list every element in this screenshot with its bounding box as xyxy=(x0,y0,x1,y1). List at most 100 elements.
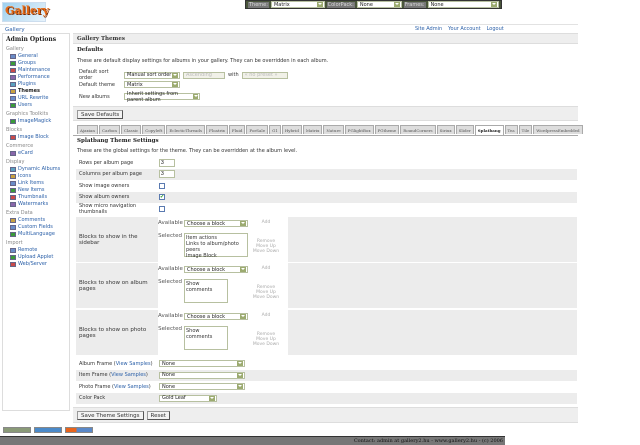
show-album-owners-checkbox[interactable]: ✔ xyxy=(159,194,165,201)
site-admin-link[interactable]: Site Admin xyxy=(415,26,443,32)
sidebar-item-dynamic-albums[interactable]: Dynamic Albums xyxy=(10,166,66,172)
tab-matrix[interactable]: Matrix xyxy=(302,125,323,134)
tab-siriux[interactable]: Siriux xyxy=(436,125,455,134)
sidebar-item-plugins[interactable]: Plugins xyxy=(10,81,66,87)
colorpack-select[interactable]: None xyxy=(356,1,402,8)
tab-splatbang[interactable]: Splatbang xyxy=(474,125,504,135)
logout-link[interactable]: Logout xyxy=(486,26,504,32)
reset-button[interactable]: Reset xyxy=(146,411,170,420)
gallery-help-badge[interactable] xyxy=(65,427,93,433)
sidebar-item-themes[interactable]: Themes xyxy=(10,88,66,94)
tab-ajaxian[interactable]: Ajaxian xyxy=(77,125,99,134)
new-albums-select[interactable]: Inherit settings from parent album xyxy=(124,91,200,103)
add-link[interactable]: Add xyxy=(261,313,271,318)
sidebar-item-custom-fields[interactable]: Custom Fields xyxy=(10,224,66,230)
sidebar-item-thumbnails[interactable]: Thumbnails xyxy=(10,194,66,200)
show-image-owners-checkbox[interactable] xyxy=(159,182,165,189)
move-up-link[interactable]: Move Up xyxy=(256,336,276,342)
move-down-link[interactable]: Move Down xyxy=(252,294,280,300)
tab-roundcorners[interactable]: RoundCorners xyxy=(400,125,436,134)
item-frame-select[interactable]: None xyxy=(159,371,245,379)
sidebar-item-url-rewrite[interactable]: URL Rewrite xyxy=(10,95,66,101)
rows-per-page-input[interactable] xyxy=(159,158,175,167)
move-up-link[interactable]: Move Up xyxy=(256,289,276,295)
album-selected-list[interactable]: Show comments xyxy=(184,278,228,303)
sidebar-item-upload-applet[interactable]: Upload Applet xyxy=(10,254,66,260)
tab-floatrix[interactable]: Floatrix xyxy=(206,125,228,134)
selected-block-item[interactable]: Show comments xyxy=(186,280,213,293)
sidebar-item-new-items[interactable]: New Items xyxy=(10,187,66,193)
plugins-icon xyxy=(10,81,16,87)
move-down-link[interactable]: Move Down xyxy=(252,248,280,254)
album-available-select[interactable]: Choose a block xyxy=(184,266,248,273)
tab-nature[interactable]: Nature xyxy=(323,125,344,134)
view-samples-link[interactable]: View Samples xyxy=(111,372,146,379)
sidebar-selected-list[interactable]: Item actions Links to album/photo peers Im… xyxy=(184,232,248,259)
columns-per-page-input[interactable] xyxy=(159,170,175,179)
sidebar-item-users[interactable]: Users xyxy=(10,102,66,108)
image-block-icon xyxy=(10,134,16,140)
sidebar-item-performance[interactable]: Performance xyxy=(10,74,66,80)
show-micro-nav-checkbox[interactable] xyxy=(159,206,165,212)
sidebar-item-groups[interactable]: Groups xyxy=(10,60,66,66)
add-link[interactable]: Add xyxy=(261,220,271,225)
view-samples-link[interactable]: View Samples xyxy=(115,360,151,367)
your-account-link[interactable]: Your Account xyxy=(448,26,481,32)
sidebar-item-web-server[interactable]: Web/Server xyxy=(10,261,66,267)
tab-pglightbox[interactable]: PGlightBox xyxy=(344,125,374,134)
sidebar-item-maintenance[interactable]: Maintenance xyxy=(10,67,66,73)
tab-forsale[interactable]: ForSale xyxy=(246,125,269,134)
gallery-badge[interactable] xyxy=(34,427,62,433)
sidebar-item-label: Themes xyxy=(18,88,40,94)
validator-badge[interactable] xyxy=(3,427,31,433)
sidebar-item-comments[interactable]: Comments xyxy=(10,217,66,223)
colorpack-field-select[interactable]: Gold Leaf xyxy=(159,394,217,402)
tab-wordpressembedded[interactable]: WordpressEmbedded xyxy=(533,125,583,134)
tab-copyleft[interactable]: Copyleft xyxy=(142,125,166,134)
sidebar-item-multilanguage[interactable]: MultiLanguage xyxy=(10,231,66,237)
tab-eclecticthreads[interactable]: EclecticThreads xyxy=(166,125,206,134)
sidebar-group-label: Commerce xyxy=(6,143,34,149)
sidebar-item-general[interactable]: General xyxy=(10,53,66,59)
photo-frame-select[interactable]: None xyxy=(159,383,245,391)
sidebar-item-watermarks[interactable]: Watermarks xyxy=(10,201,66,207)
sidebar-item-icons[interactable]: Icons xyxy=(10,173,66,179)
selected-block-item[interactable]: Image Block xyxy=(186,252,217,259)
tab-tile[interactable]: Tile xyxy=(518,125,533,134)
default-theme-select[interactable]: Matrix xyxy=(124,81,180,88)
sidebar-item-image-block[interactable]: Image Block xyxy=(10,134,66,140)
remove-link[interactable]: Remove xyxy=(256,238,276,244)
tab-fluid[interactable]: Fluid xyxy=(228,125,246,134)
breadcrumb-gallery[interactable]: Gallery xyxy=(5,27,25,33)
sort-order-select[interactable]: Manual sort order xyxy=(124,71,180,79)
gallery-logo[interactable]: Gallery xyxy=(2,2,49,22)
sidebar-item-remote[interactable]: Remote xyxy=(10,247,66,253)
remove-link[interactable]: Remove xyxy=(256,331,276,337)
move-down-link[interactable]: Move Down xyxy=(252,341,280,347)
theme-select[interactable]: Matrix xyxy=(270,1,325,8)
frames-select[interactable]: None xyxy=(427,1,499,8)
album-frame-select[interactable]: None xyxy=(159,360,245,368)
tab-hybrid[interactable]: Hybrid xyxy=(281,125,302,134)
save-theme-settings-button[interactable]: Save Theme Settings xyxy=(77,411,144,420)
sidebar-available-select[interactable]: Choose a block xyxy=(184,220,248,227)
photo-selected-list[interactable]: Show comments xyxy=(184,325,228,350)
move-up-link[interactable]: Move Up xyxy=(256,243,276,249)
selected-block-item[interactable]: Item actions xyxy=(186,234,217,241)
selected-block-item[interactable]: Links to album/photo peers xyxy=(186,240,239,253)
tab-tea[interactable]: Tea xyxy=(504,125,518,134)
tab-classic[interactable]: Classic xyxy=(120,125,142,134)
photo-available-select[interactable]: Choose a block xyxy=(184,313,248,320)
sidebar-item-ecard[interactable]: eCard xyxy=(10,150,66,156)
tab-g1[interactable]: G1 xyxy=(269,125,281,134)
remove-link[interactable]: Remove xyxy=(256,284,276,290)
sidebar-item-imagemagick[interactable]: ImageMagick xyxy=(10,118,66,124)
tab-pgtheme[interactable]: PGtheme xyxy=(374,125,400,134)
tab-carbon[interactable]: Carbon xyxy=(99,125,120,134)
sidebar-item-link-items[interactable]: Link Items xyxy=(10,180,66,186)
tab-slider[interactable]: Slider xyxy=(455,125,474,134)
selected-block-item[interactable]: Show comments xyxy=(186,327,213,340)
view-samples-link[interactable]: View Samples xyxy=(113,383,149,390)
add-link[interactable]: Add xyxy=(261,266,271,271)
save-defaults-button[interactable]: Save Defaults xyxy=(77,110,124,119)
